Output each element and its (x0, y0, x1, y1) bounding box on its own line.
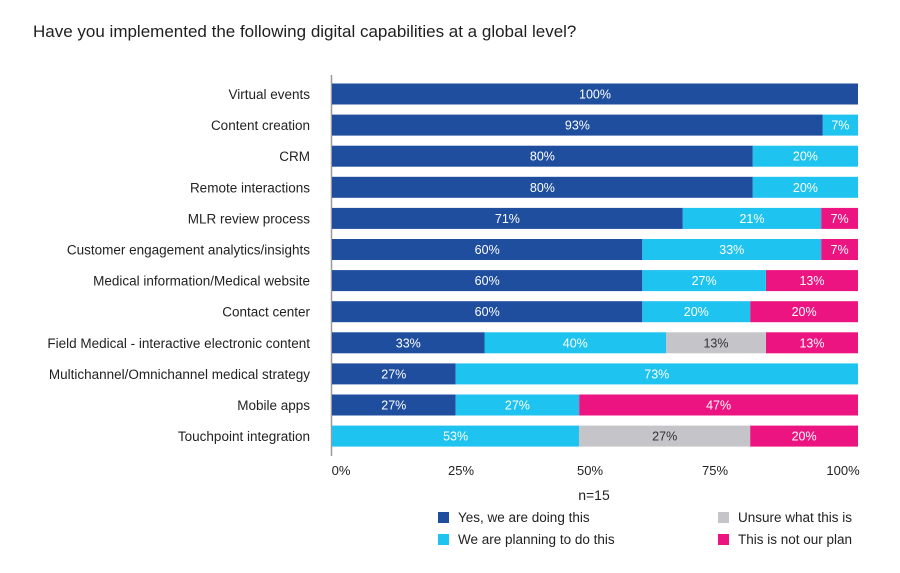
chart-title: Have you implemented the following digit… (33, 22, 576, 41)
bar-customer-engagement-analytics-insights-this-is-not-our-plan (821, 239, 858, 260)
bar-contact-center-yes-we-are-doing-this (332, 301, 643, 323)
legend-label-we-are-planning-to-do-this: We are planning to do this (458, 532, 615, 547)
bar-multichannel-omnichannel-medical-strategy-yes-we-are-doing-this (332, 363, 456, 385)
category-label-mlr-review-process: MLR review process (188, 211, 311, 226)
bar-mobile-apps-we-are-planning-to-do-this (455, 394, 580, 416)
data-label-remote-interactions-yes-we-are-doing-this: 80% (530, 181, 555, 195)
x-tick-0: 0% (332, 463, 351, 478)
legend-label-this-is-not-our-plan: This is not our plan (738, 532, 852, 547)
data-label-content-creation-we-are-planning-to-do-this: 7% (831, 119, 849, 133)
bar-field-medical-interactive-electronic-content-yes-we-are-doing-this (332, 332, 485, 354)
category-label-touchpoint-integration: Touchpoint integration (178, 429, 310, 444)
data-label-medical-information-medical-website-this-is-not-our-plan: 13% (799, 274, 824, 288)
data-label-mobile-apps-yes-we-are-doing-this: 27% (381, 399, 406, 413)
data-label-mlr-review-process-we-are-planning-to-do-this: 21% (739, 212, 764, 226)
data-label-touchpoint-integration-we-are-planning-to-do-this: 53% (443, 430, 468, 444)
category-label-contact-center: Contact center (222, 305, 310, 320)
bar-field-medical-interactive-electronic-content-unsure-what-this-is (666, 332, 766, 354)
data-label-customer-engagement-analytics-insights-yes-we-are-doing-this: 60% (475, 243, 500, 257)
data-label-customer-engagement-analytics-insights-we-are-planning-to-do-this: 33% (719, 243, 744, 257)
category-labels: Virtual events Content creation CRM Remote … (47, 87, 310, 444)
bar-mobile-apps-this-is-not-our-plan (579, 394, 858, 416)
bar-mlr-review-process-this-is-not-our-plan (821, 207, 858, 229)
bar-customer-engagement-analytics-insights-we-are-planning-to-do-this (642, 239, 822, 260)
legend-swatch-yes-we-are-doing-this (438, 512, 449, 523)
bar-remote-interactions-we-are-planning-to-do-this (752, 176, 858, 198)
data-label-contact-center-yes-we-are-doing-this: 60% (475, 305, 500, 319)
bar-content-creation-we-are-planning-to-do-this (822, 114, 858, 136)
x-tick-1: 25% (448, 463, 474, 478)
category-label-crm: CRM (279, 149, 310, 164)
data-label-touchpoint-integration-unsure-what-this-is: 27% (652, 430, 677, 444)
data-label-mlr-review-process-yes-we-are-doing-this: 71% (495, 212, 520, 226)
legend-swatch-we-are-planning-to-do-this (438, 534, 449, 545)
x-tick-2: 50% (577, 463, 603, 478)
bar-customer-engagement-analytics-insights-yes-we-are-doing-this (332, 239, 643, 260)
x-axis-ticks: 0% 25% 50% 75% 100% (332, 463, 860, 478)
legend-label-unsure-what-this-is: Unsure what this is (738, 510, 852, 525)
data-label-content-creation-yes-we-are-doing-this: 93% (565, 119, 590, 133)
bar-field-medical-interactive-electronic-content-we-are-planning-to-do-this (484, 332, 666, 354)
bar-contact-center-we-are-planning-to-do-this (642, 301, 751, 323)
bars-layer: 100% 93% 7% 80% 20% 80% 20% 71% 21% 7% 60% 33% 7% 60%… (332, 83, 858, 447)
bar-medical-information-medical-website-we-are-planning-to-do-this (642, 270, 766, 292)
data-label-field-medical-interactive-electronic-content-this-is-not-our-plan: 13% (799, 336, 824, 350)
x-tick-3: 75% (702, 463, 728, 478)
bar-medical-information-medical-website-this-is-not-our-plan (766, 270, 858, 292)
bar-contact-center-this-is-not-our-plan (750, 301, 858, 323)
bar-touchpoint-integration-we-are-planning-to-do-this (332, 425, 580, 447)
sample-size-label: n=15 (578, 487, 610, 503)
data-label-touchpoint-integration-this-is-not-our-plan: 20% (792, 430, 817, 444)
data-label-medical-information-medical-website-we-are-planning-to-do-this: 27% (692, 274, 717, 288)
category-label-virtual-events: Virtual events (228, 87, 310, 102)
data-label-contact-center-we-are-planning-to-do-this: 20% (684, 305, 709, 319)
data-label-contact-center-this-is-not-our-plan: 20% (792, 305, 817, 319)
data-label-remote-interactions-we-are-planning-to-do-this: 20% (793, 181, 818, 195)
data-label-multichannel-omnichannel-medical-strategy-we-are-planning-to-do-this: 73% (644, 367, 669, 381)
bar-remote-interactions-yes-we-are-doing-this (332, 176, 753, 198)
bar-mobile-apps-yes-we-are-doing-this (332, 394, 456, 416)
category-label-medical-information-medical-website: Medical information/Medical website (93, 274, 310, 289)
bar-medical-information-medical-website-yes-we-are-doing-this (332, 270, 643, 292)
category-label-content-creation: Content creation (211, 118, 310, 133)
bar-touchpoint-integration-this-is-not-our-plan (750, 425, 858, 447)
legend-swatch-this-is-not-our-plan (718, 534, 729, 545)
category-label-remote-interactions: Remote interactions (190, 180, 310, 195)
category-label-multichannel-omnichannel-medical-strategy: Multichannel/Omnichannel medical strateg… (49, 367, 310, 382)
data-label-mlr-review-process-this-is-not-our-plan: 7% (831, 212, 849, 226)
bar-crm-yes-we-are-doing-this (332, 145, 753, 167)
bar-crm-we-are-planning-to-do-this (752, 145, 858, 167)
legend-swatch-unsure-what-this-is (718, 512, 729, 523)
data-label-customer-engagement-analytics-insights-this-is-not-our-plan: 7% (831, 243, 849, 257)
data-label-mobile-apps-we-are-planning-to-do-this: 27% (505, 399, 530, 413)
bar-content-creation-yes-we-are-doing-this (332, 114, 823, 136)
category-label-customer-engagement-analytics-insights: Customer engagement analytics/insights (67, 243, 310, 258)
legend: Yes, we are doing this We are planning to… (438, 510, 852, 547)
x-tick-4: 100% (826, 463, 860, 478)
category-label-mobile-apps: Mobile apps (237, 398, 310, 413)
bar-virtual-events-yes-we-are-doing-this (332, 83, 858, 105)
data-label-field-medical-interactive-electronic-content-yes-we-are-doing-this: 33% (396, 336, 421, 350)
data-label-field-medical-interactive-electronic-content-unsure-what-this-is: 13% (703, 336, 728, 350)
data-label-multichannel-omnichannel-medical-strategy-yes-we-are-doing-this: 27% (381, 367, 406, 381)
bar-touchpoint-integration-unsure-what-this-is (579, 425, 751, 447)
bar-multichannel-omnichannel-medical-strategy-we-are-planning-to-do-this (455, 363, 858, 385)
bar-mlr-review-process-yes-we-are-doing-this (332, 207, 683, 229)
bar-field-medical-interactive-electronic-content-this-is-not-our-plan (766, 332, 858, 354)
category-label-field-medical-interactive-electronic-content: Field Medical - interactive electronic c… (47, 336, 310, 351)
legend-label-yes-we-are-doing-this: Yes, we are doing this (458, 510, 590, 525)
data-label-crm-yes-we-are-doing-this: 80% (530, 150, 555, 164)
data-label-field-medical-interactive-electronic-content-we-are-planning-to-do-this: 40% (563, 336, 588, 350)
bar-mlr-review-process-we-are-planning-to-do-this (682, 207, 822, 229)
data-label-mobile-apps-this-is-not-our-plan: 47% (706, 399, 731, 413)
data-label-crm-we-are-planning-to-do-this: 20% (793, 150, 818, 164)
data-label-medical-information-medical-website-yes-we-are-doing-this: 60% (475, 274, 500, 288)
data-label-virtual-events-yes-we-are-doing-this: 100% (579, 88, 611, 102)
